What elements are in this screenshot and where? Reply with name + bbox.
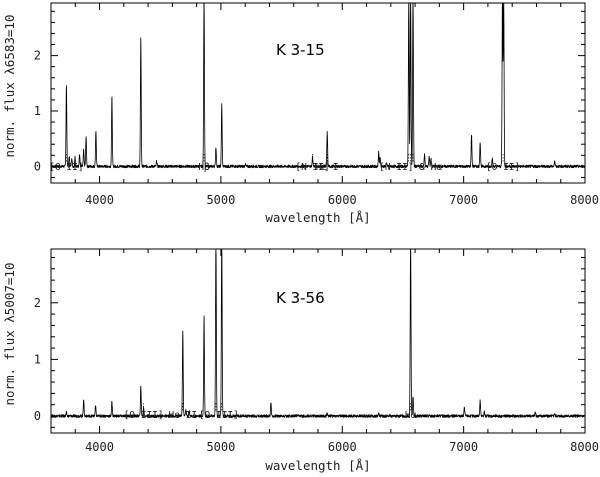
x-tick-labels: 4000 5000 6000 7000 8000: [85, 440, 599, 454]
y-tick-label: 0: [34, 159, 41, 173]
x-tick-label: 5000: [206, 440, 235, 454]
line-id-labels: [O II] Hβ [N II]He I [N II] & Hα [O II]: [49, 162, 520, 173]
spectrum-line: [50, 2, 586, 169]
panel-title: K 3-56: [276, 289, 325, 307]
y-axis-title: norm. flux λ5007=10: [2, 263, 17, 406]
panel-k3-56: [O III] He II [O III] Hα 4000 5000 6000 7000 80…: [2, 248, 599, 473]
panel-title: K 3-15: [276, 41, 325, 59]
x-tick-labels: 4000 5000 6000 7000 8000: [85, 193, 599, 207]
y-tick-label: 2: [34, 296, 41, 310]
line-id-label: [O III]: [199, 410, 239, 421]
line-id-label: [O II]: [49, 162, 83, 173]
y-tick-label: 0: [34, 409, 41, 423]
y-tick-labels: 0 1 2: [34, 49, 41, 174]
y-axis-title: norm. flux λ6583=10: [2, 15, 17, 158]
x-tick-label: 6000: [328, 440, 357, 454]
y-tick-label: 1: [34, 104, 41, 118]
y-tick-label: 1: [34, 352, 41, 366]
x-tick-label: 8000: [570, 193, 599, 207]
x-tick-label: 7000: [449, 193, 478, 207]
x-tick-label: 6000: [328, 193, 357, 207]
tick-marks: [50, 3, 586, 183]
line-id-markers: [66, 154, 504, 163]
x-tick-label: 8000: [570, 440, 599, 454]
panel-k3-15: [O II] Hβ [N II]He I [N II] & Hα [O II] 4000…: [2, 2, 599, 225]
x-axis-title: wavelength [Å]: [265, 210, 370, 225]
line-id-label: [N II]: [295, 162, 329, 173]
line-id-label: [O III]: [124, 410, 164, 421]
y-tick-labels: 0 1 2: [34, 296, 41, 423]
line-id-label: Hα: [405, 410, 417, 421]
x-tick-label: 5000: [206, 193, 235, 207]
spectrum-line: [50, 248, 586, 418]
x-axis-title: wavelength [Å]: [265, 458, 370, 473]
line-id-markers: [143, 403, 411, 411]
x-tick-label: 4000: [85, 440, 114, 454]
x-tick-label: 7000: [449, 440, 478, 454]
line-id-label: [N II] & Hα: [379, 162, 442, 173]
line-id-label: He II: [168, 410, 197, 421]
plot-frame: [50, 248, 586, 434]
tick-marks: [50, 249, 586, 433]
y-tick-label: 2: [34, 49, 41, 63]
line-id-label: [O II]: [486, 162, 520, 173]
x-tick-label: 4000: [85, 193, 114, 207]
line-id-labels: [O III] He II [O III] Hα: [124, 410, 417, 421]
line-id-label: Hβ: [198, 162, 210, 173]
line-id-label: He I: [316, 162, 339, 173]
